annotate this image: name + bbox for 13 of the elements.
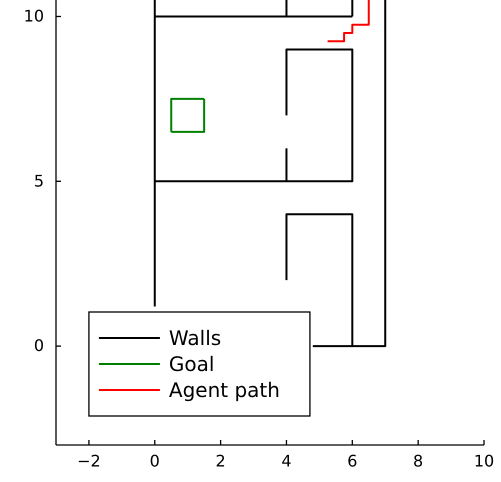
x-tick-label: −2 — [77, 451, 101, 470]
x-tick-label: 2 — [216, 451, 226, 470]
legend-label: Walls — [168, 326, 222, 350]
x-tick-label: 10 — [474, 451, 494, 470]
y-tick-label: 5 — [34, 171, 44, 190]
x-tick-label: 4 — [281, 451, 292, 470]
legend-label: Goal — [168, 352, 214, 376]
x-tick-label: 6 — [347, 451, 358, 470]
x-tick-label: 8 — [413, 451, 424, 470]
y-tick-label: 10 — [24, 6, 44, 26]
y-tick-label: 0 — [34, 336, 44, 356]
x-tick-label: 0 — [150, 451, 160, 470]
legend-label: Agent path — [168, 378, 280, 402]
